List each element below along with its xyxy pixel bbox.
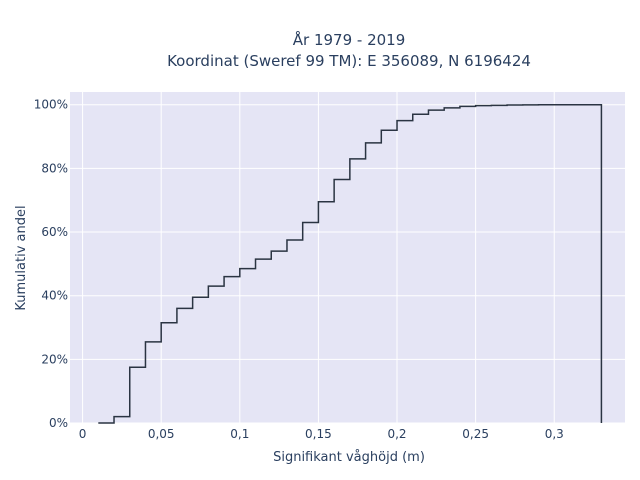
y-tick-label: 60%	[41, 225, 68, 239]
chart-title-line2: Koordinat (Sweref 99 TM): E 356089, N 61…	[167, 52, 531, 70]
x-tick-label: 0,25	[462, 427, 489, 441]
y-tick-label: 100%	[34, 98, 68, 112]
x-tick-label: 0,2	[387, 427, 406, 441]
x-axis-title: Signifikant våghöjd (m)	[273, 450, 425, 465]
x-tick-label: 0	[79, 427, 87, 441]
y-tick-label: 40%	[41, 289, 68, 303]
y-tick-label: 80%	[41, 161, 68, 175]
y-tick-label: 20%	[41, 352, 68, 366]
plot-background	[70, 92, 625, 423]
x-tick-label: 0,1	[230, 427, 249, 441]
x-tick-label: 0,3	[545, 427, 564, 441]
y-tick-label: 0%	[49, 416, 68, 430]
x-tick-label: 0,15	[305, 427, 332, 441]
y-axis-ticks: 0% 20% 40% 60% 80% 100%	[34, 98, 68, 430]
x-axis-ticks: 0 0,05 0,1 0,15 0,2 0,25 0,3	[79, 427, 564, 441]
chart-title-line1: År 1979 - 2019	[293, 30, 406, 49]
series-step-line	[98, 103, 603, 424]
y-axis-title: Kumulativ andel	[14, 205, 29, 310]
x-tick-label: 0,05	[148, 427, 175, 441]
